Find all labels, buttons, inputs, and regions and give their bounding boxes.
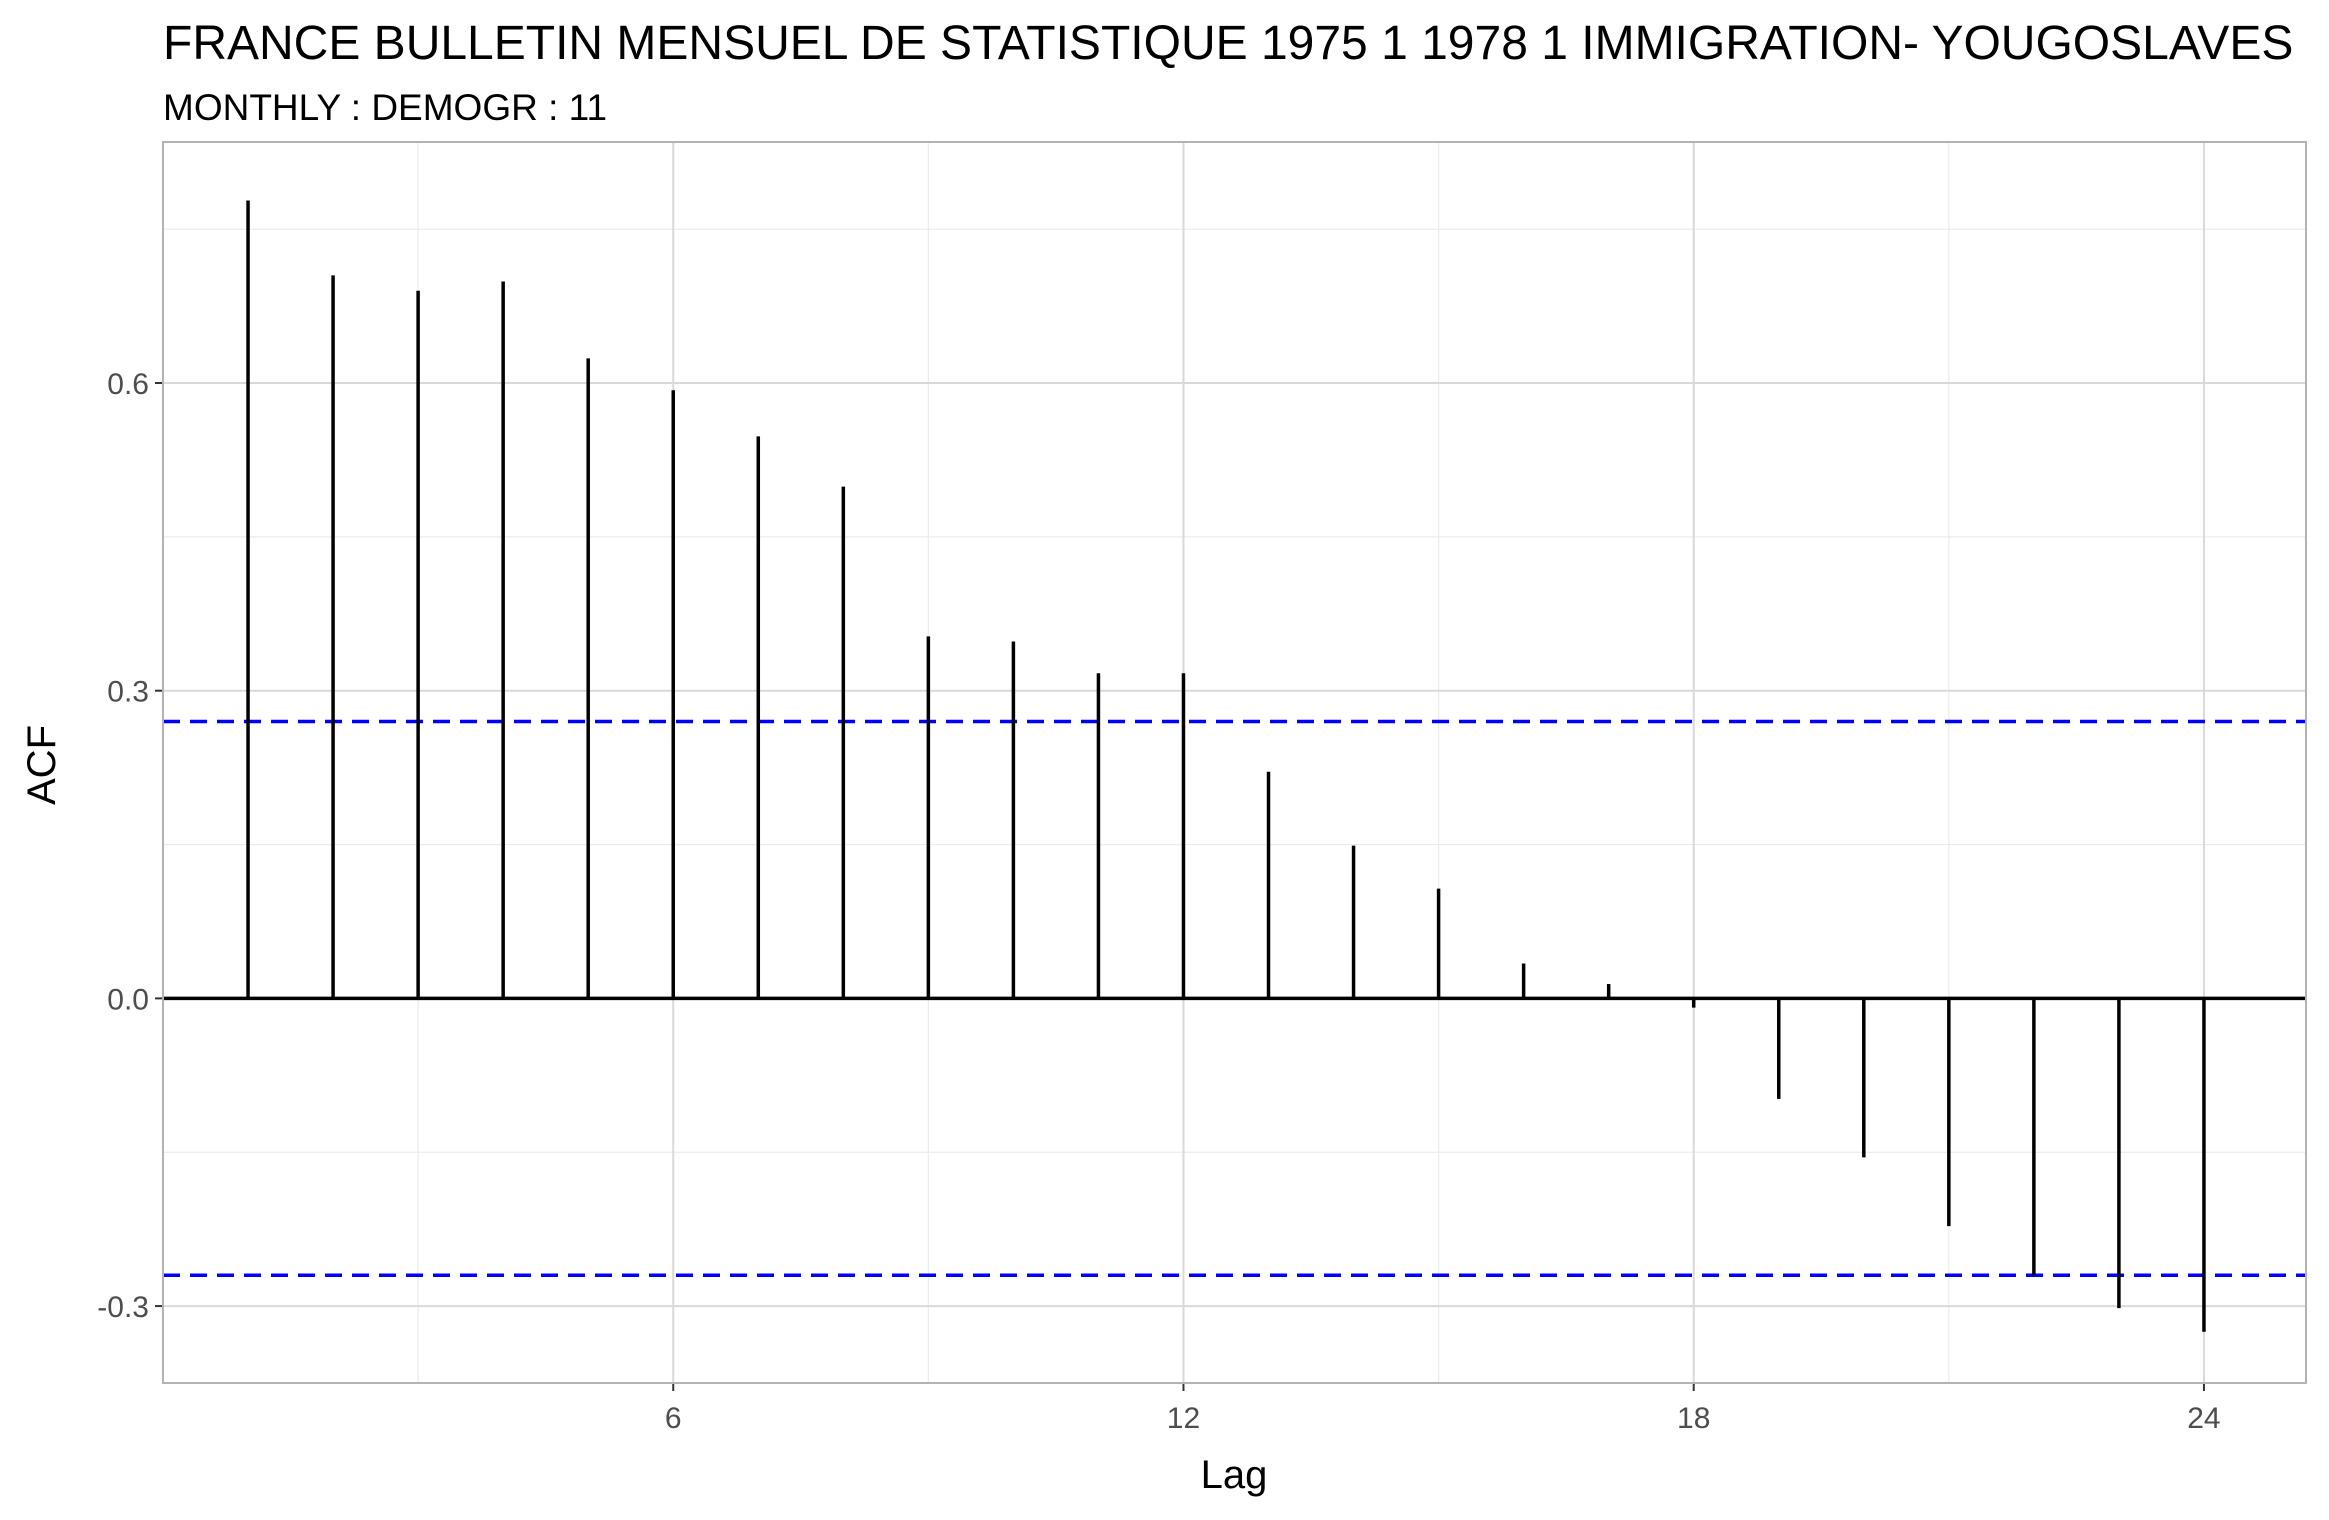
y-axis-title: ACF bbox=[20, 725, 64, 805]
y-tick-label: -0.3 bbox=[97, 1291, 149, 1324]
x-tick-label: 24 bbox=[2187, 1402, 2220, 1435]
x-tick-label: 18 bbox=[1677, 1402, 1710, 1435]
axis-ticks: -0.3 0.0 0.3 0.6 6 12 18 24 bbox=[97, 368, 2220, 1435]
acf-bars bbox=[163, 200, 2306, 1332]
panel-border bbox=[162, 141, 2307, 1384]
x-axis-title: Lag bbox=[1201, 1453, 1268, 1497]
chart-subtitle: MONTHLY : DEMOGR : 11 bbox=[163, 87, 607, 128]
y-tick-label: 0.6 bbox=[107, 368, 149, 401]
x-tick-label: 12 bbox=[1167, 1402, 1200, 1435]
chart-title: FRANCE BULLETIN MENSUEL DE STATISTIQUE 1… bbox=[163, 17, 2293, 70]
x-tick-label: 6 bbox=[665, 1402, 682, 1435]
y-tick-label: 0.3 bbox=[107, 676, 149, 709]
confidence-bounds bbox=[163, 719, 2306, 1278]
y-tick-label: 0.0 bbox=[107, 983, 149, 1016]
grid-lines bbox=[163, 142, 2306, 1383]
